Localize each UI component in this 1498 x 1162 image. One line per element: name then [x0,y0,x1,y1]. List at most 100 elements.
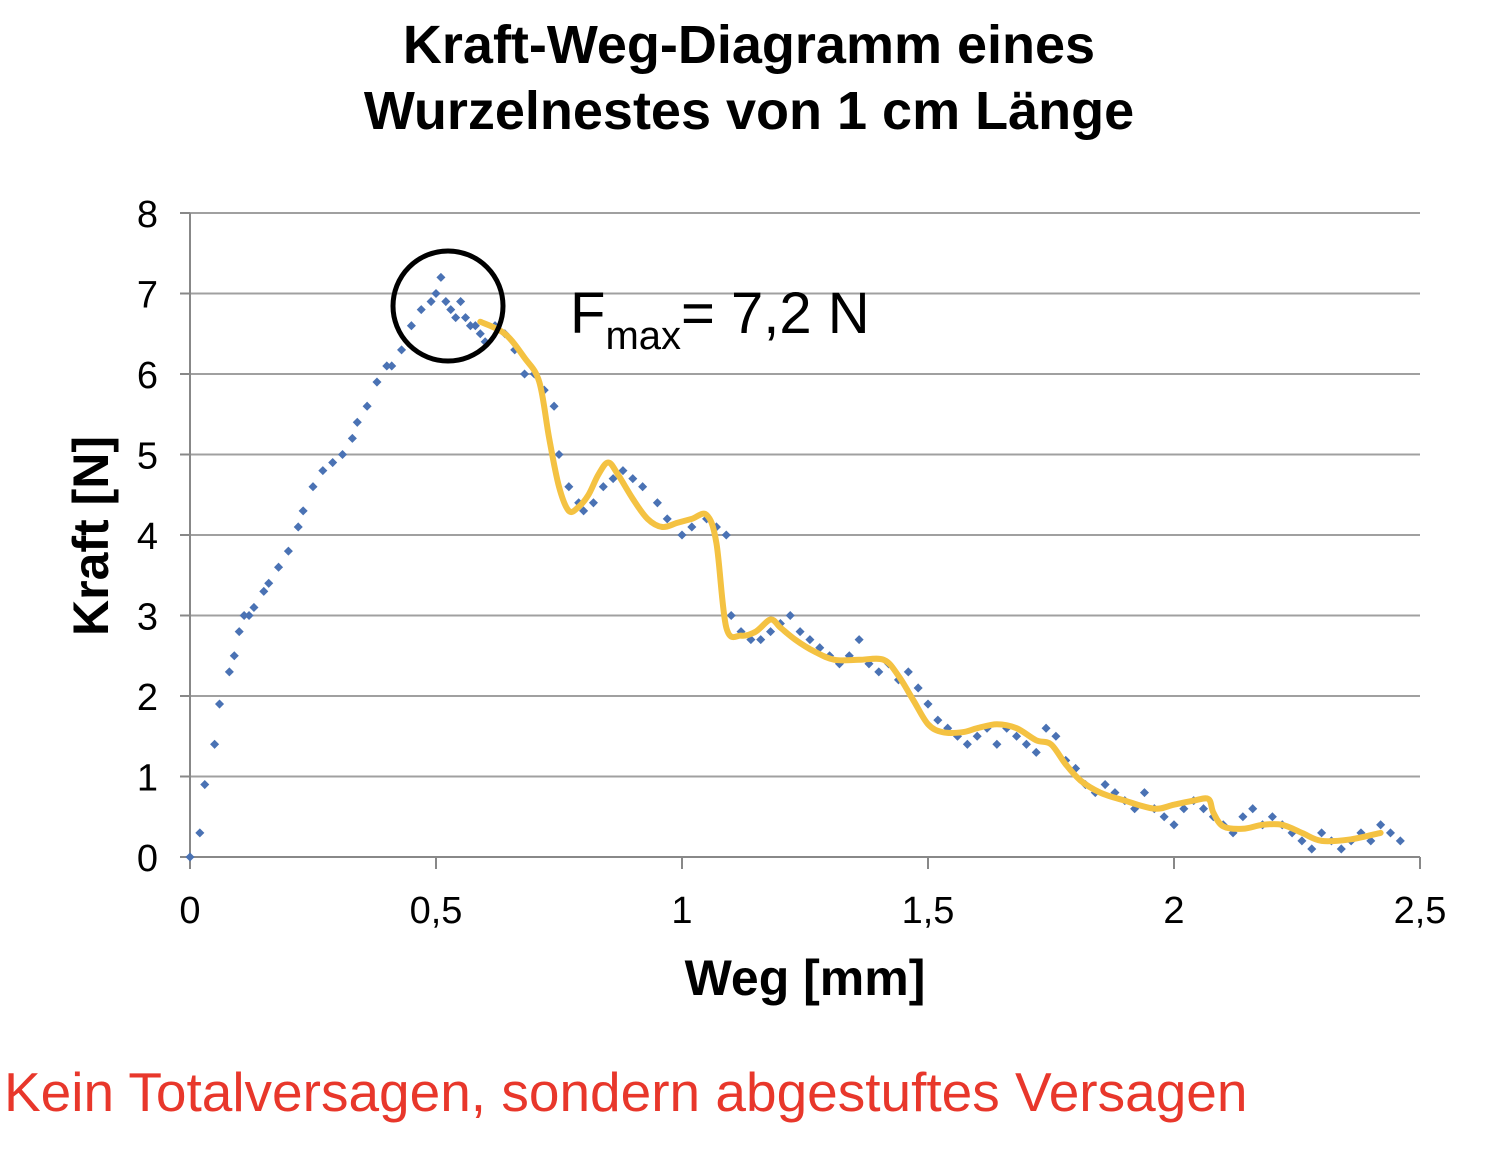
x-tick-label: 1,5 [902,890,955,932]
data-point [224,667,234,677]
x-tick-label: 1 [671,890,692,932]
data-point [446,305,456,315]
data-point [564,482,574,492]
y-tick-label: 3 [137,597,158,639]
data-point [328,458,338,468]
data-point [972,731,982,741]
caption: Kein Totalversagen, sondern abgestuftes … [4,1061,1248,1123]
data-point [1238,812,1248,822]
data-point [1385,828,1396,838]
x-tick-label: 0,5 [410,890,463,932]
data-point [337,449,348,460]
data-point [451,313,461,323]
data-point [795,627,805,637]
data-point [274,562,284,572]
data-point [283,546,293,556]
data-point [579,506,589,516]
data-point [588,498,598,508]
data-point [933,715,943,725]
data-point [628,474,638,484]
data-point [520,369,530,379]
data-point [460,313,471,323]
data-point [923,699,933,709]
data-point [1031,747,1041,757]
chart-title: Kraft-Weg-Diagramm eines Wurzelnestes vo… [0,12,1498,144]
data-point [347,433,357,443]
data-point [677,530,687,540]
fmax-highlight-circle [390,248,506,364]
data-point [234,627,244,637]
fmax-annotation-main: F [570,281,605,346]
x-tick-label: 2,5 [1394,890,1447,932]
data-point [210,739,220,749]
fmax-annotation-rest: = 7,2 N [681,281,870,346]
fmax-annotation: Fmax= 7,2 N [570,281,870,358]
trend-line-group [477,318,1384,845]
y-tick-labels: 0 1 2 3 4 5 6 7 8 [137,194,158,880]
data-point [185,852,195,862]
y-tick-label: 6 [137,355,158,397]
data-point [249,602,259,612]
data-point [298,506,308,516]
data-point [549,401,559,411]
data-point [362,401,372,411]
data-point [229,651,239,661]
y-tick-label: 7 [137,275,158,317]
data-point [721,530,731,540]
data-point [766,627,776,637]
y-tick-label: 5 [137,436,158,478]
data-point [608,474,618,484]
chart-title-line-2: Wurzelnestes von 1 cm Länge [363,81,1135,141]
data-point [1012,731,1022,741]
data-point [318,466,328,476]
data-point [259,586,269,596]
data-point [638,482,648,492]
data-point [372,377,382,387]
data-point [416,305,426,315]
data-point [1169,820,1179,830]
y-tick-label: 0 [137,838,158,880]
data-point [903,667,913,677]
data-point [874,667,884,677]
x-axis-label: Weg [mm] [685,950,926,1006]
trend-line [477,318,1384,845]
data-point [426,297,436,307]
y-tick-label: 4 [137,516,158,558]
x-tick-label: 2 [1163,890,1184,932]
data-point [913,683,923,693]
data-point [1248,804,1258,814]
data-point [962,739,972,749]
data-point [1336,844,1346,854]
grid-lines [190,212,1420,778]
y-tick-label: 1 [137,758,158,800]
data-point [1307,844,1317,854]
data-point [264,578,274,588]
data-point [214,699,225,709]
data-point [1395,836,1405,846]
data-point [1159,812,1169,822]
data-point [756,635,766,645]
data-point [431,288,441,299]
data-point [475,329,485,339]
data-point [726,610,736,621]
data-point [195,828,205,838]
data-point [406,321,416,331]
data-point [1051,731,1061,741]
y-axis-label: Kraft [N] [63,436,119,636]
chart-plot: 0 1 2 3 4 5 6 7 8 0 0,5 1 1,5 2 2,5 Fmax= 7,2 N Weg [… [63,194,1446,1006]
axes [180,212,1421,869]
data-point [662,514,672,524]
data-point [1041,723,1051,733]
data-point [1198,804,1209,814]
chart-title-line-1: Kraft-Weg-Diagramm eines [402,15,1096,75]
x-tick-labels: 0 0,5 1 1,5 2 2,5 [179,890,1446,932]
data-point [687,522,697,532]
data-point [1317,828,1327,838]
data-point [1021,739,1031,749]
y-tick-label: 2 [137,677,158,719]
data-point [805,635,815,645]
data-point [200,780,210,790]
data-point [352,417,362,427]
x-tick-label: 0 [179,890,200,932]
data-point [1139,788,1150,798]
